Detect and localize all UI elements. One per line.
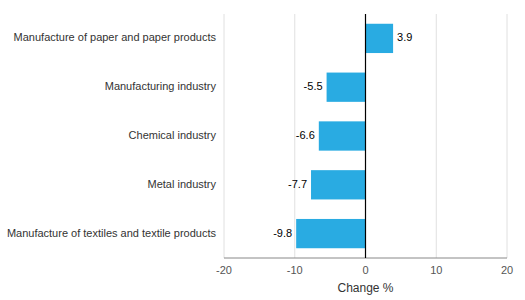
grid [224,14,507,258]
tick-label: 10 [430,264,442,276]
data-label: -7.7 [288,178,307,190]
bars [296,24,393,248]
bar [311,170,365,199]
tick-label: -10 [287,264,303,276]
tick-label: 0 [362,264,368,276]
tick-label: -20 [216,264,232,276]
grid-line [436,14,437,258]
bar [319,121,366,150]
bar [296,219,365,248]
data-label: -6.6 [296,129,315,141]
data-label: -9.8 [273,227,292,239]
category-label: Manufacture of textiles and textile prod… [7,227,217,239]
bar [366,24,394,53]
x-axis-label: Change % [337,281,393,295]
category-label: Manufacture of paper and paper products [14,31,217,43]
data-label: -5.5 [304,80,323,92]
category-label: Manufacturing industry [105,80,217,92]
grid-line [507,14,508,258]
data-label: 3.9 [397,31,412,43]
category-label: Metal industry [148,178,217,190]
chart-container: Manufacture of textiles and textile prod… [0,0,525,300]
tick-label: 20 [501,264,513,276]
grid-line [365,14,366,258]
bar [327,73,366,102]
category-label: Chemical industry [129,129,217,141]
zero-line [365,14,366,258]
grid-line [224,14,225,258]
chart-svg: Manufacture of textiles and textile prod… [0,0,525,300]
page: {"chart_data": {"type": "bar", "orientat… [0,0,525,300]
